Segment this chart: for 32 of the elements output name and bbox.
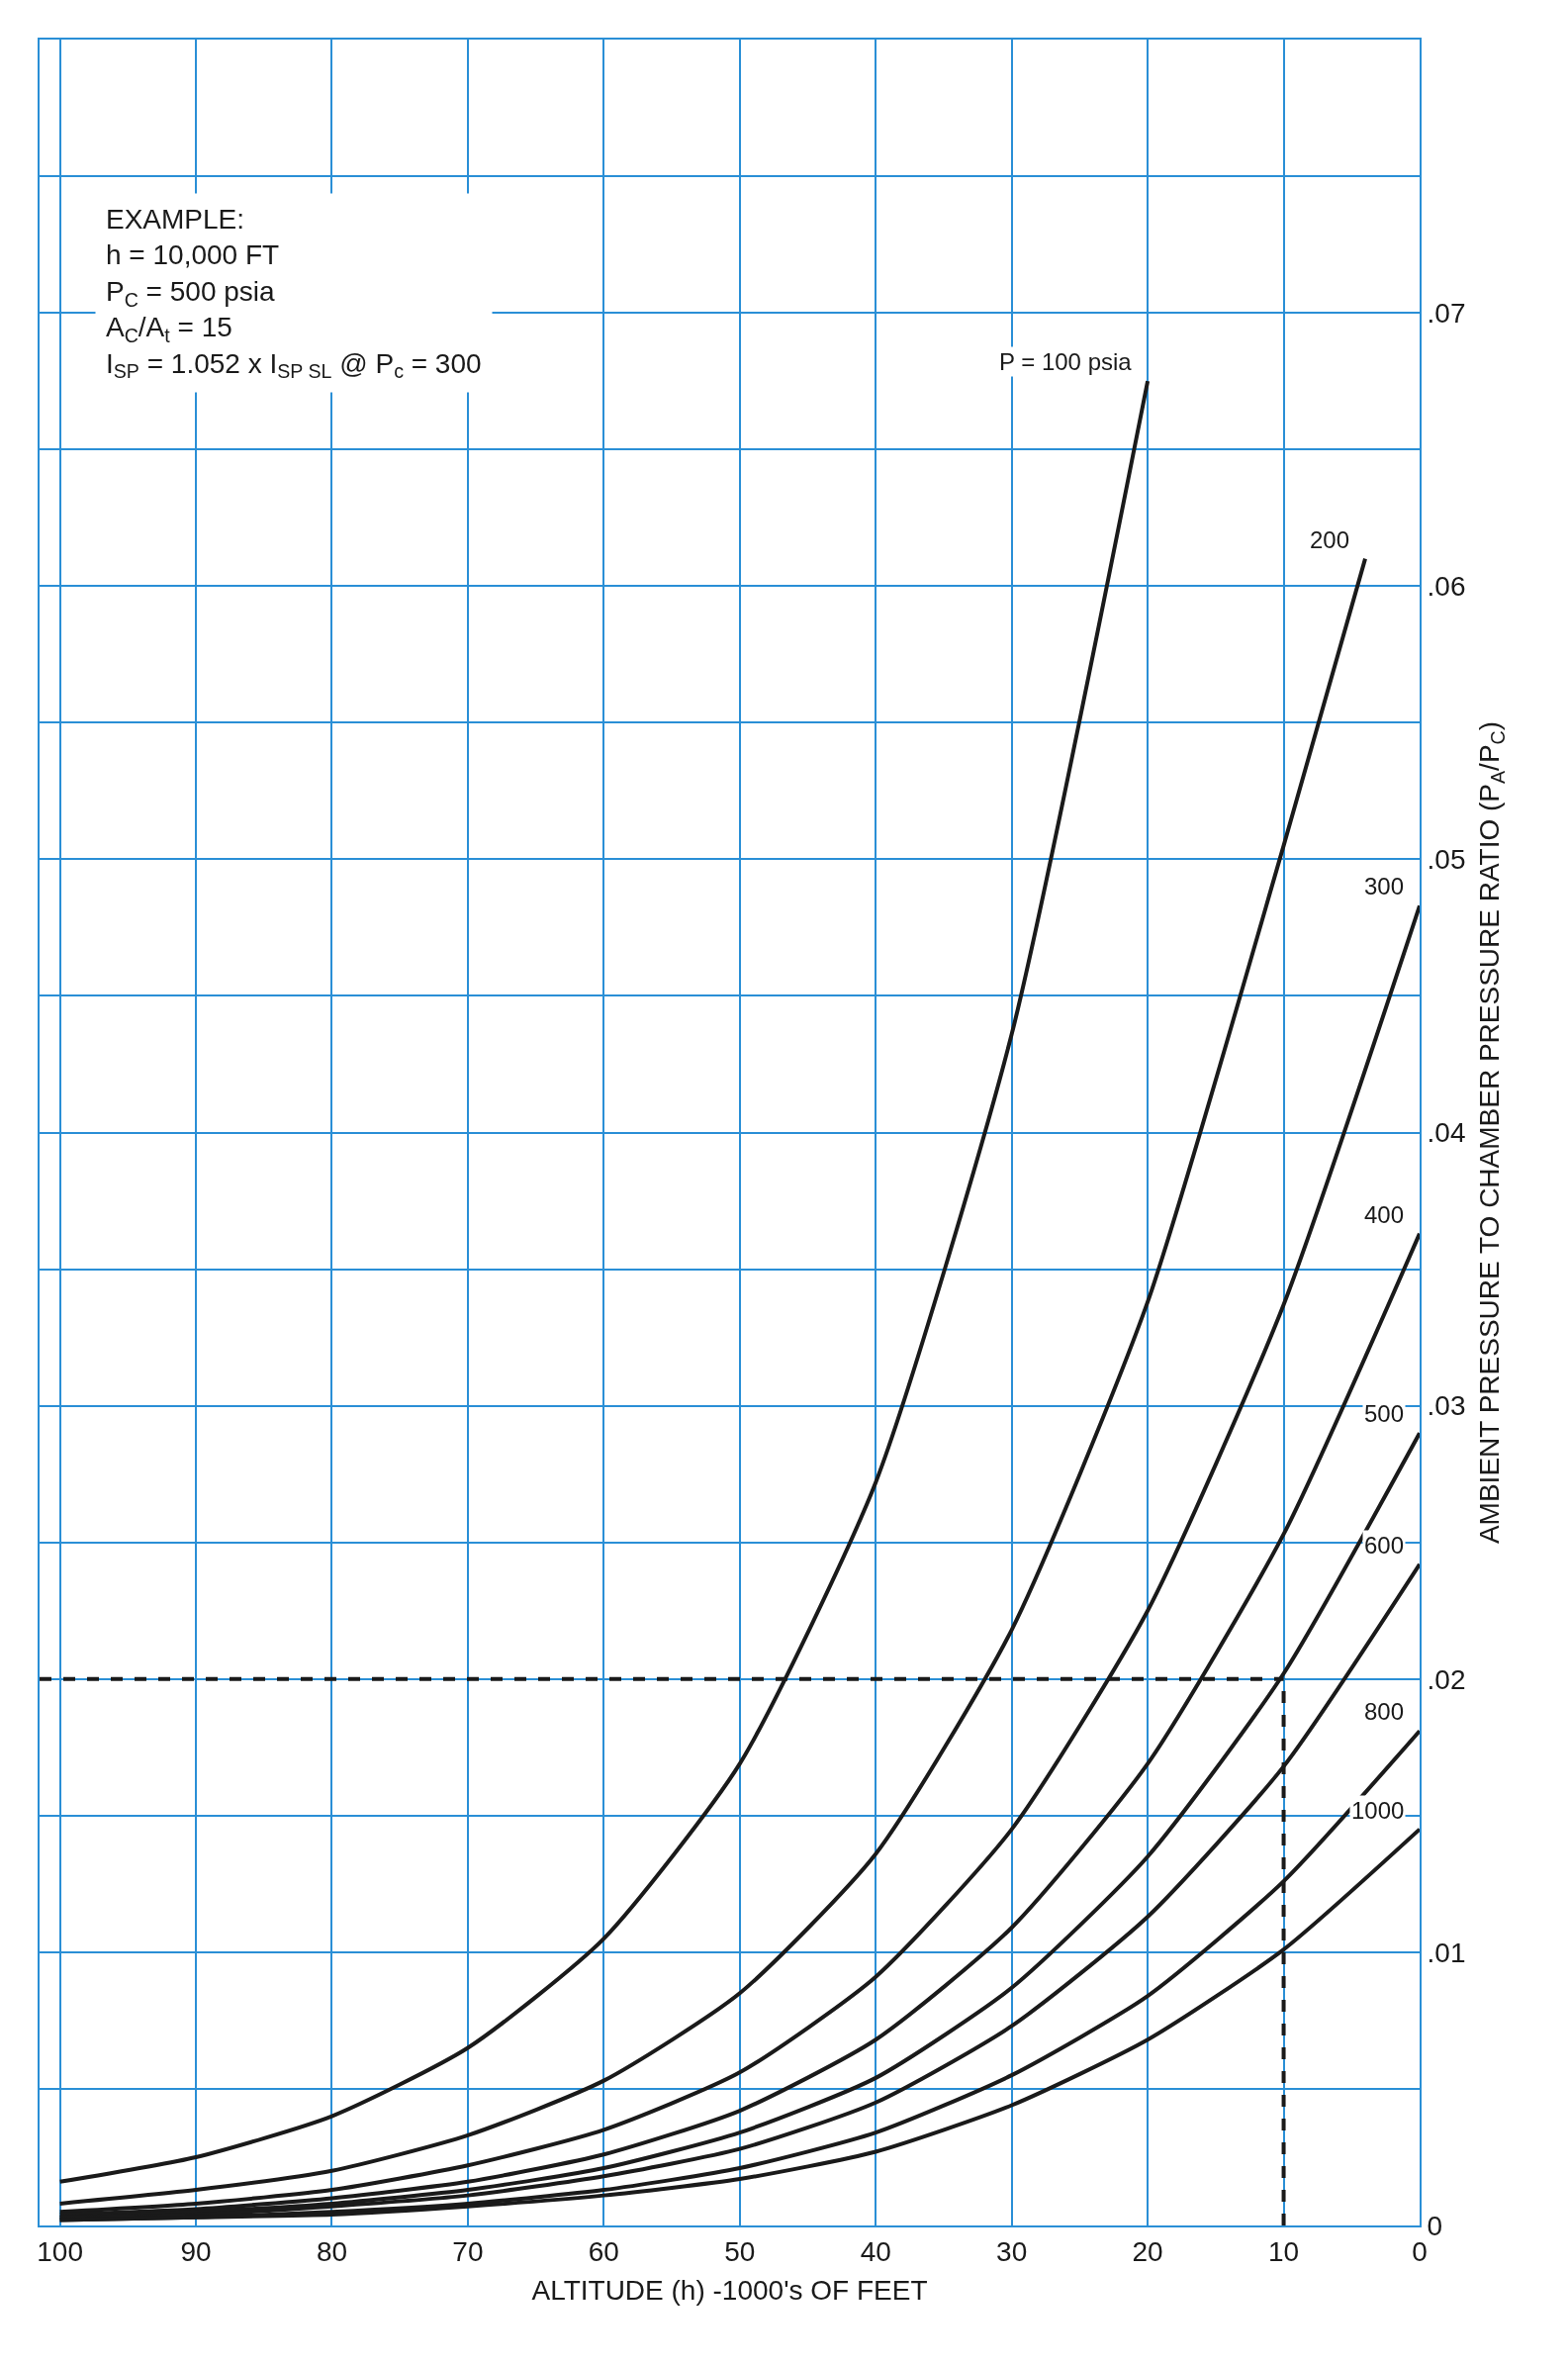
x-tick-label: 10 xyxy=(1267,2235,1300,2267)
y-tick-label: .07 xyxy=(1427,297,1466,329)
x-tick-label: 60 xyxy=(588,2235,619,2267)
y-tick-label: .02 xyxy=(1427,1663,1466,1695)
x-tick-label: 30 xyxy=(996,2235,1028,2267)
series-label: 300 xyxy=(1364,873,1405,899)
x-tick-label: 80 xyxy=(316,2235,348,2267)
annotation: EXAMPLE: xyxy=(106,204,245,235)
series-label: 1000 xyxy=(1351,1797,1405,1824)
x-tick-label: 50 xyxy=(724,2235,756,2267)
series-label: 500 xyxy=(1364,1400,1405,1427)
series-label: P = 100 psia xyxy=(999,348,1133,375)
y-tick-label: .01 xyxy=(1427,1937,1466,1968)
annotation: A$_{C}$/A$_{t}$ = 15 xyxy=(106,312,232,347)
series-label: 800 xyxy=(1364,1698,1405,1725)
x-tick-label: 20 xyxy=(1132,2235,1163,2267)
x-tick-label: 40 xyxy=(860,2235,891,2267)
y-tick-label: 0 xyxy=(1427,2210,1443,2241)
y-tick-label: .04 xyxy=(1427,1117,1466,1149)
y-tick-label: .05 xyxy=(1427,844,1466,876)
x-tick-label: 90 xyxy=(180,2235,212,2267)
x-tick-label: 100 xyxy=(37,2235,83,2267)
y-tick-label: .03 xyxy=(1427,1390,1466,1422)
annotation: h = 10,000 FT xyxy=(106,239,280,271)
x-tick-label: 70 xyxy=(452,2235,484,2267)
annotation: I$_{SP}$ = 1.052 x I$_{SP SL}$ @ P$_{c}$ = 300 xyxy=(106,347,482,383)
series-label: 400 xyxy=(1364,1201,1405,1228)
y-tick-label: .06 xyxy=(1427,571,1466,603)
series-label: 200 xyxy=(1310,526,1350,553)
annotation: P$_{C}$ = 500 psia xyxy=(106,275,276,311)
x-axis-title: ALTITUDE (h) -1000's OF FEET xyxy=(531,2275,928,2307)
series-label: 600 xyxy=(1364,1532,1405,1559)
